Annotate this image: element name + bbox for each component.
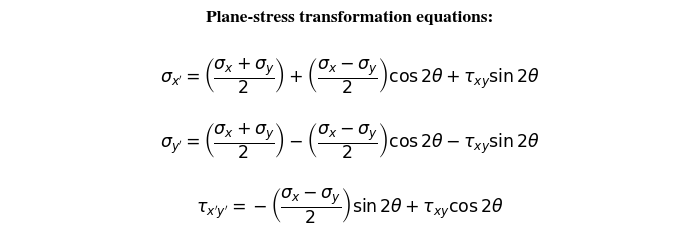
Text: $\sigma_{x'} = \left(\dfrac{\sigma_x + \sigma_y}{2}\right) + \left(\dfrac{\sigma: $\sigma_{x'} = \left(\dfrac{\sigma_x + \… (159, 57, 540, 96)
Text: Plane-stress transformation equations:: Plane-stress transformation equations: (206, 11, 493, 25)
Text: $\tau_{x'y'} = -\left(\dfrac{\sigma_x - \sigma_y}{2}\right)\sin 2\theta + \tau_{: $\tau_{x'y'} = -\left(\dfrac{\sigma_x - … (196, 186, 503, 225)
Text: $\sigma_{y'} = \left(\dfrac{\sigma_x + \sigma_y}{2}\right) - \left(\dfrac{\sigma: $\sigma_{y'} = \left(\dfrac{\sigma_x + \… (159, 121, 540, 161)
